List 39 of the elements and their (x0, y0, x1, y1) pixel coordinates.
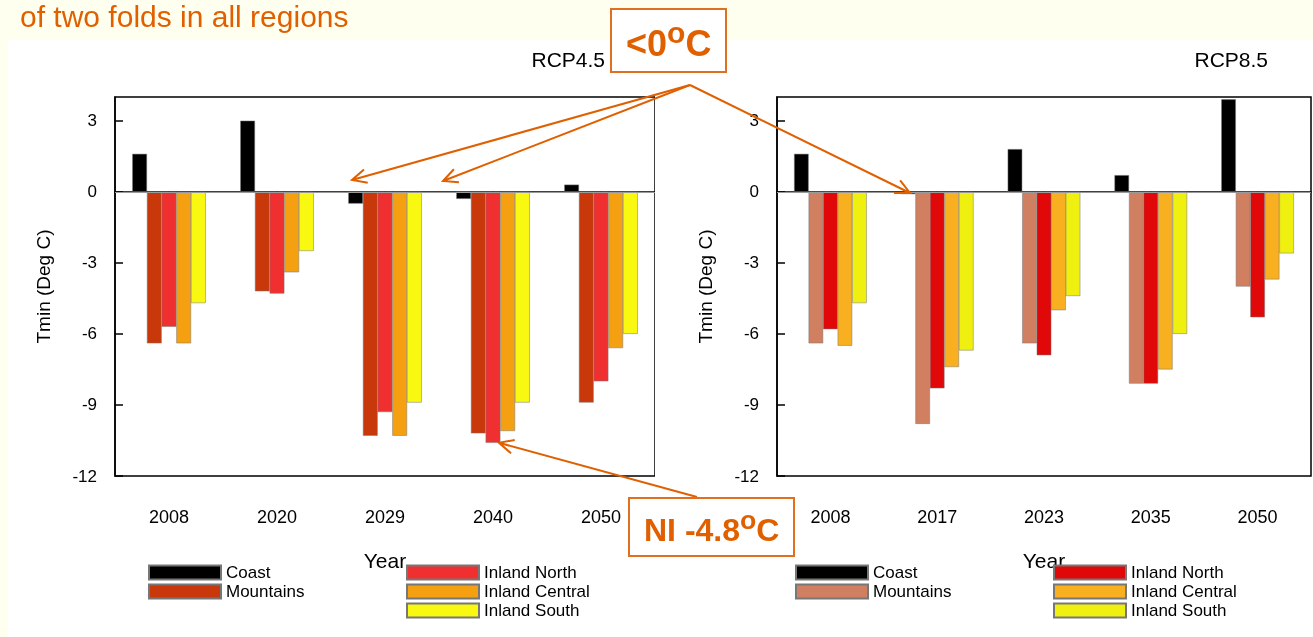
x-tick-label: 2017 (917, 507, 958, 527)
y-tick-label: -9 (81, 395, 97, 415)
y-tick-label: 0 (749, 182, 759, 202)
x-tick-label: 2023 (1023, 507, 1065, 527)
annotation: NI -4.8$^{o}$C (628, 497, 796, 557)
legend-label: Coast (226, 563, 271, 582)
chart-title: RCP4.5 (531, 48, 605, 71)
legend-label: Inland North (484, 563, 577, 582)
x-tick-label: 2008 (148, 507, 190, 527)
y-axis-title: Tmin (Deg C) (33, 229, 54, 344)
y-tick-label: -9 (743, 395, 759, 415)
x-tick-label: 2050 (580, 507, 622, 527)
chart-title: RCP8.5 (1194, 48, 1268, 71)
legend-label: Mountains (873, 582, 952, 601)
y-tick-label: -6 (743, 324, 759, 344)
legend-label: Inland Central (484, 582, 590, 601)
x-axis-title: Year (363, 549, 407, 572)
x-tick-label: 2035 (1130, 507, 1171, 527)
y-tick-label: -3 (743, 253, 759, 273)
legend-label: Coast (873, 563, 918, 582)
y-tick-label: -3 (81, 253, 97, 273)
legend-label: Inland South (484, 601, 580, 620)
x-tick-label: 2029 (364, 507, 406, 527)
x-tick-label: 2008 (810, 507, 851, 527)
y-tick-label: 0 (87, 182, 97, 202)
y-tick-label: -6 (81, 324, 97, 344)
y-tick-label: -12 (734, 466, 759, 486)
y-tick-label: -12 (72, 466, 97, 486)
text: <0$^{o}$C (610, 8, 728, 73)
legend-label: Mountains (226, 582, 305, 601)
text: of two folds in all regions (20, 0, 349, 34)
x-tick-label: 2040 (472, 507, 514, 527)
legend-label: Inland North (1131, 563, 1224, 582)
x-tick-label: 2020 (256, 507, 298, 527)
y-axis-title: Tmin (Deg C) (695, 229, 716, 344)
legend-label: Inland Central (1131, 582, 1237, 601)
y-tick-label: 3 (87, 111, 97, 131)
legend-label: Inland South (1131, 601, 1227, 620)
x-tick-label: 2050 (1237, 507, 1278, 527)
